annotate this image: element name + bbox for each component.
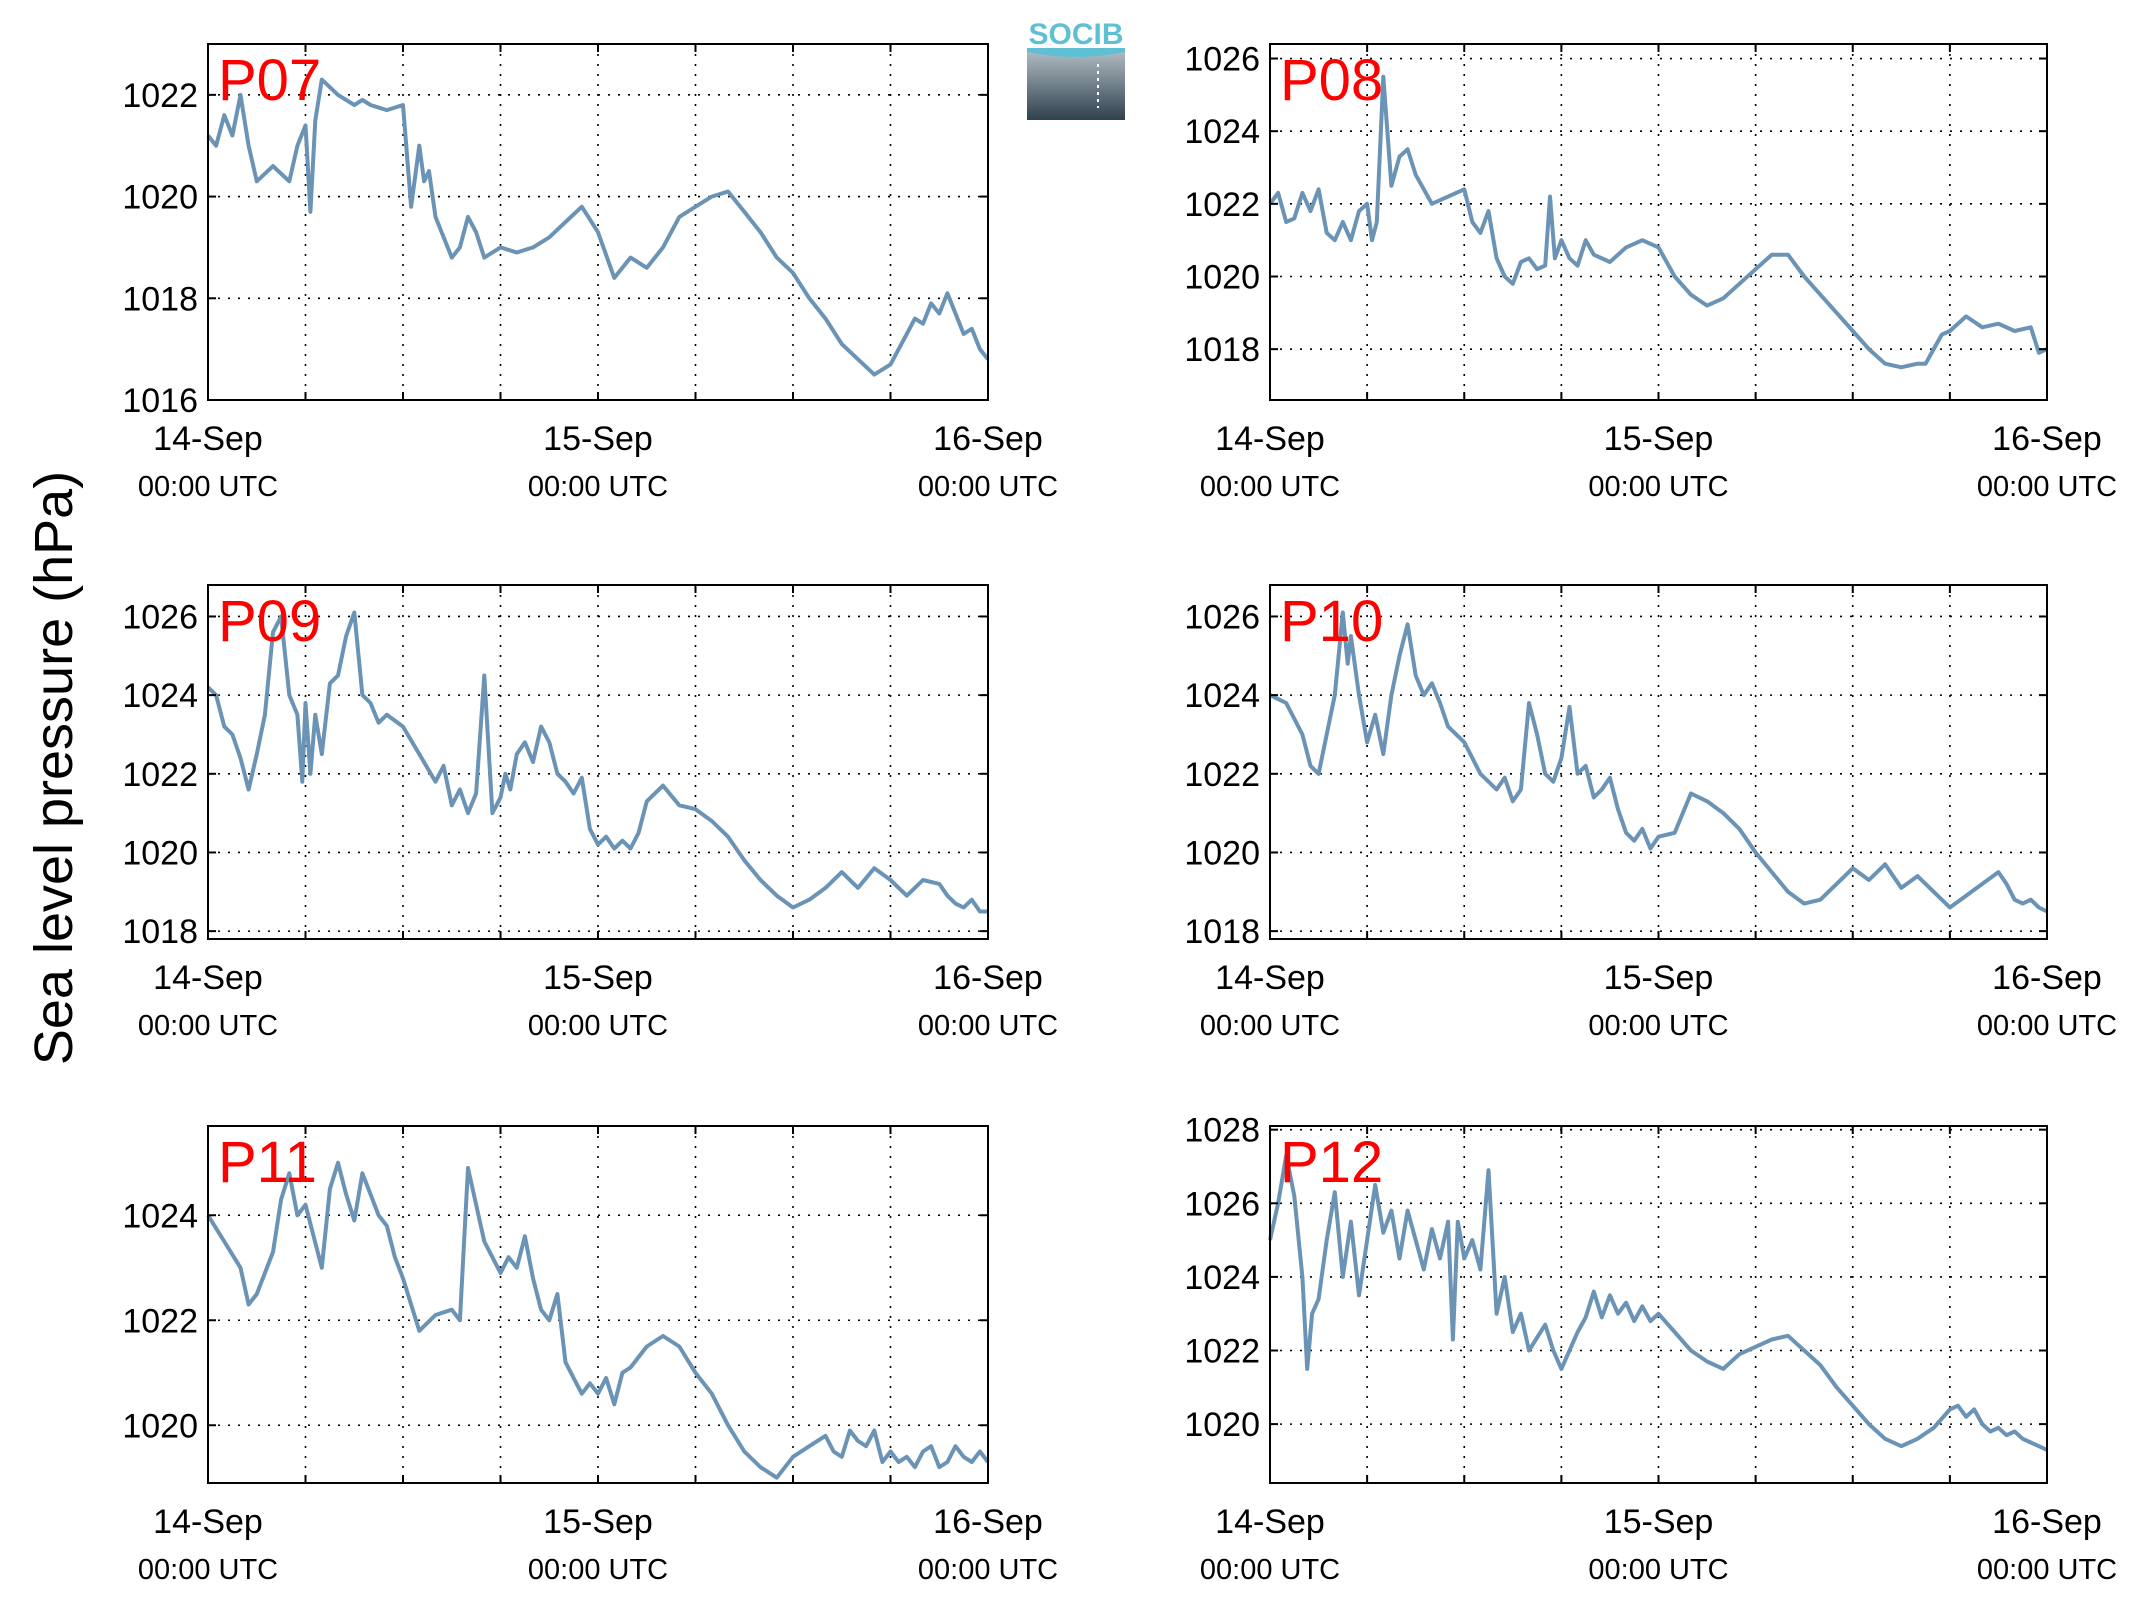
x-tick-label-date: 15-Sep [543, 420, 653, 458]
y-tick-label: 1026 [1184, 41, 1260, 79]
x-tick-label-date: 14-Sep [1215, 420, 1325, 458]
x-tick-label-time: 00:00 UTC [1588, 471, 1728, 503]
x-tick-label-date: 14-Sep [1215, 1503, 1325, 1541]
x-tick-label-date: 16-Sep [1992, 1503, 2102, 1541]
y-tick-label: 1022 [122, 1302, 198, 1340]
x-tick-label-time: 00:00 UTC [138, 1554, 278, 1586]
series-line-p10 [1269, 610, 2048, 914]
chart-panel-p11: 1020 1022 1024 14-Sep 00:00 UTC 15-Sep 00:00 U… [122, 1125, 1058, 1586]
x-tick-label-date: 15-Sep [1604, 1503, 1714, 1541]
chart-panel-p09: 1018 1020 1022 1024 1026 14-Sep 00:00 UTC 15-Se… [122, 584, 1058, 1042]
chart-panel-p10: 1018 1020 1022 1024 1026 14-Sep 00:00 UTC 15-Se… [1184, 584, 2117, 1042]
x-tick-label-date: 16-Sep [1992, 420, 2102, 458]
x-tick-label-time: 00:00 UTC [1588, 1554, 1728, 1586]
y-tick-label: 1026 [1184, 1185, 1260, 1223]
x-tick-label-time: 00:00 UTC [918, 471, 1058, 503]
x-tick-label-time: 00:00 UTC [1977, 1010, 2117, 1042]
y-tick-label: 1018 [122, 280, 198, 318]
y-tick-label: 1028 [1184, 1112, 1260, 1150]
chart-panel-p12: 1020 1022 1024 1026 1028 14-Sep 00:00 UTC 15-Se… [1184, 1112, 2117, 1586]
x-tick-label-time: 00:00 UTC [138, 1010, 278, 1042]
y-tick-label: 1016 [122, 382, 198, 420]
panel-label: P12 [1280, 1130, 1383, 1195]
y-tick-label: 1024 [122, 677, 198, 715]
x-tick-label-date: 14-Sep [153, 1503, 263, 1541]
y-tick-label: 1024 [1184, 113, 1260, 151]
x-tick-label-date: 15-Sep [1604, 420, 1714, 458]
y-tick-label: 1020 [122, 834, 198, 872]
x-tick-label-time: 00:00 UTC [1977, 471, 2117, 503]
x-tick-label-date: 16-Sep [1992, 959, 2102, 997]
x-tick-label-time: 00:00 UTC [1588, 1010, 1728, 1042]
x-tick-label-time: 00:00 UTC [1200, 1010, 1340, 1042]
y-tick-label: 1022 [1184, 756, 1260, 794]
socib-logo: SOCIB [1027, 18, 1125, 120]
y-tick-label: 1022 [1184, 186, 1260, 224]
panel-label: P08 [1280, 48, 1383, 113]
y-tick-label: 1020 [1184, 258, 1260, 296]
x-tick-label-time: 00:00 UTC [1200, 471, 1340, 503]
series-line-p08 [1268, 74, 2048, 370]
x-tick-label-date: 14-Sep [153, 959, 263, 997]
y-tick-label: 1020 [1184, 834, 1260, 872]
x-tick-label-date: 16-Sep [933, 959, 1043, 997]
series-line-p11 [206, 1160, 990, 1480]
x-tick-label-date: 14-Sep [153, 420, 263, 458]
x-tick-label-time: 00:00 UTC [528, 1010, 668, 1042]
y-tick-label: 1022 [122, 77, 198, 115]
y-tick-label: 1018 [1184, 331, 1260, 369]
y-tick-label: 1026 [122, 598, 198, 636]
y-axis-label: Sea level pressure (hPa) [24, 471, 84, 1065]
chart-panels: 1016 1018 1020 1022 14-Sep 00:00 UTC 15-Sep 00:… [122, 41, 2117, 1586]
x-tick-label-time: 00:00 UTC [918, 1010, 1058, 1042]
logo-text: SOCIB [1028, 18, 1123, 51]
panel-label: P10 [1280, 589, 1383, 654]
panel-label: P07 [218, 48, 321, 113]
panel-label: P11 [218, 1130, 317, 1195]
x-tick-label-date: 15-Sep [543, 1503, 653, 1541]
x-tick-label-time: 00:00 UTC [528, 1554, 668, 1586]
x-tick-label-date: 15-Sep [543, 959, 653, 997]
x-tick-label-date: 16-Sep [933, 1503, 1043, 1541]
chart-panel-p08: 1018 1020 1022 1024 1026 14-Sep 00:00 UTC 15-Se… [1184, 41, 2117, 503]
x-tick-label-date: 14-Sep [1215, 959, 1325, 997]
series-line-p12 [1268, 1153, 2048, 1452]
y-tick-label: 1020 [122, 179, 198, 217]
axes-frame [207, 43, 989, 401]
y-tick-label: 1026 [1184, 598, 1260, 636]
panel-label: P09 [218, 589, 321, 654]
x-tick-label-date: 16-Sep [933, 420, 1043, 458]
x-tick-label-time: 00:00 UTC [1200, 1554, 1340, 1586]
y-tick-label: 1020 [122, 1407, 198, 1445]
y-tick-label: 1018 [122, 913, 198, 951]
y-tick-label: 1022 [122, 756, 198, 794]
y-tick-label: 1022 [1184, 1333, 1260, 1371]
x-tick-label-time: 00:00 UTC [1977, 1554, 2117, 1586]
y-tick-label: 1024 [1184, 1259, 1260, 1297]
y-tick-label: 1020 [1184, 1406, 1260, 1444]
x-tick-label-time: 00:00 UTC [528, 471, 668, 503]
series-line-p07 [206, 77, 990, 377]
series-line-p09 [206, 610, 988, 914]
y-tick-label: 1024 [122, 1197, 198, 1235]
x-tick-label-time: 00:00 UTC [918, 1554, 1058, 1586]
axes-frame [207, 1125, 989, 1484]
y-tick-label: 1024 [1184, 677, 1260, 715]
x-tick-label-date: 15-Sep [1604, 959, 1714, 997]
y-tick-label: 1018 [1184, 913, 1260, 951]
chart-panel-p07: 1016 1018 1020 1022 14-Sep 00:00 UTC 15-Sep 00:… [122, 43, 1058, 503]
x-tick-label-time: 00:00 UTC [138, 471, 278, 503]
